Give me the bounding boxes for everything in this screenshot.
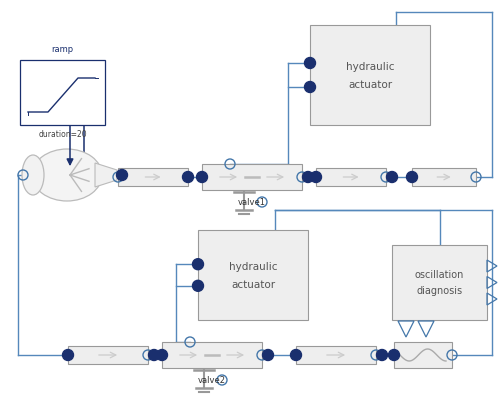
- Bar: [412, 168, 476, 186]
- Circle shape: [290, 350, 302, 360]
- Text: oscillation: oscillation: [415, 269, 464, 279]
- Text: actuator: actuator: [231, 280, 275, 290]
- Text: diagnosis: diagnosis: [416, 286, 463, 296]
- Bar: [198, 230, 308, 320]
- Bar: [68, 346, 148, 364]
- Circle shape: [406, 171, 418, 183]
- Circle shape: [192, 280, 203, 291]
- Circle shape: [304, 58, 316, 68]
- Circle shape: [376, 350, 388, 360]
- Circle shape: [388, 350, 400, 360]
- Text: hydraulic: hydraulic: [229, 262, 277, 272]
- Bar: [296, 346, 376, 364]
- Text: ramp: ramp: [52, 45, 74, 54]
- Bar: [118, 168, 188, 186]
- Text: valve1: valve1: [238, 198, 266, 207]
- Ellipse shape: [32, 149, 102, 201]
- Circle shape: [304, 81, 316, 92]
- Circle shape: [302, 171, 314, 183]
- Text: duration=20: duration=20: [38, 130, 87, 139]
- Text: actuator: actuator: [348, 80, 392, 90]
- Text: valve2: valve2: [198, 376, 226, 385]
- Bar: [316, 168, 386, 186]
- Circle shape: [386, 171, 398, 183]
- Bar: [20, 60, 105, 125]
- Bar: [392, 245, 487, 320]
- Text: hydraulic: hydraulic: [346, 62, 394, 72]
- Circle shape: [148, 350, 160, 360]
- Circle shape: [182, 171, 194, 183]
- Bar: [162, 342, 262, 368]
- Circle shape: [116, 170, 128, 181]
- Polygon shape: [95, 163, 117, 187]
- Circle shape: [192, 259, 203, 270]
- Ellipse shape: [22, 155, 44, 195]
- Bar: [394, 342, 452, 368]
- Bar: [202, 164, 302, 190]
- Circle shape: [196, 171, 207, 183]
- Circle shape: [310, 171, 322, 183]
- Circle shape: [156, 350, 168, 360]
- Circle shape: [62, 350, 74, 360]
- Bar: [310, 25, 430, 125]
- Circle shape: [262, 350, 274, 360]
